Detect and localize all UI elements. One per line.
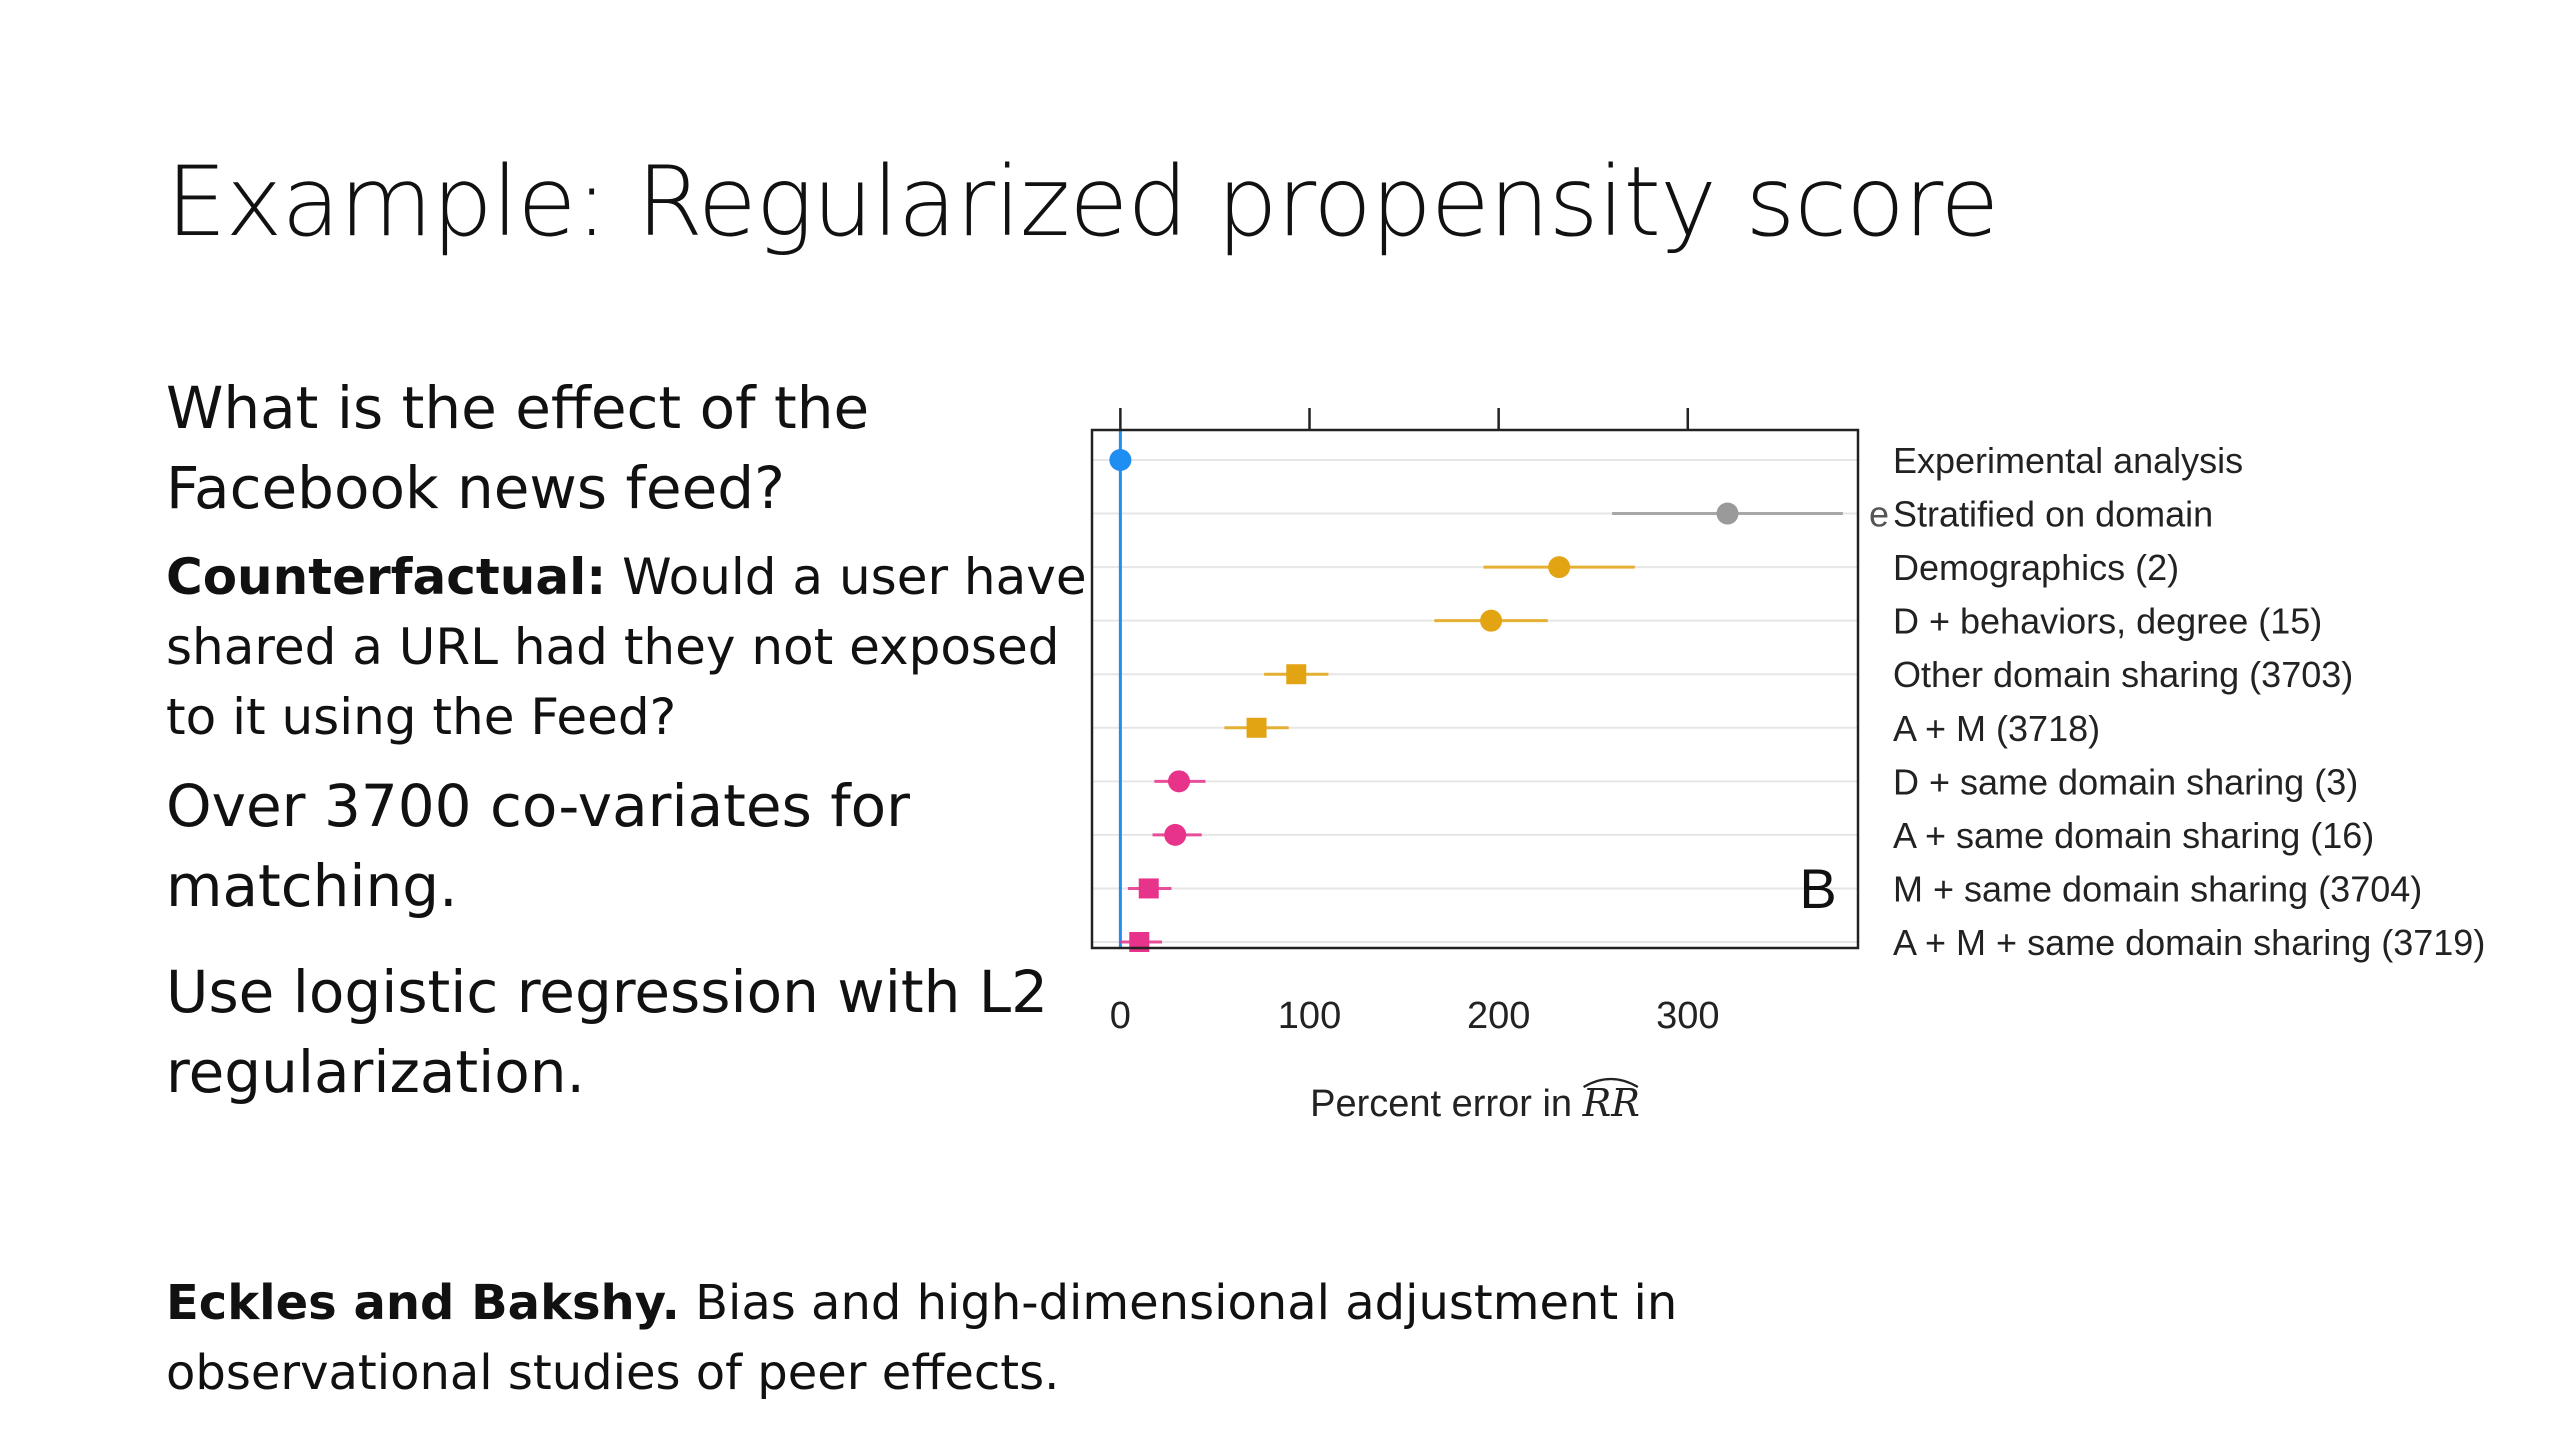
row-label: A + same domain sharing (16) xyxy=(1893,815,2374,856)
grid-lines xyxy=(1092,459,1858,943)
data-point xyxy=(1480,609,1503,632)
x-axis-label-math: RR xyxy=(1582,1081,1640,1125)
citation-authors: Eckles and Bakshy. xyxy=(166,1275,680,1331)
row-label: Demographics (2) xyxy=(1893,547,2179,588)
row-label: Experimental analysis xyxy=(1893,440,2243,481)
citation: Eckles and Bakshy. Bias and high-dimensi… xyxy=(166,1268,1766,1408)
x-axis-label: Percent error in RR xyxy=(1310,1081,1640,1125)
data-point xyxy=(1168,770,1191,793)
row-label: Stratified on domain xyxy=(1893,494,2213,535)
x-tick-label: 200 xyxy=(1467,995,1530,1037)
counterfactual-text: Would a user have shared a URL had they … xyxy=(166,548,1087,746)
data-point xyxy=(1548,556,1571,579)
bullet-list: What is the effect of the Facebook news … xyxy=(166,368,1096,1112)
stray-label-char: e xyxy=(1869,494,1889,535)
x-axis-ticks xyxy=(1119,408,1690,430)
x-tick-label: 0 xyxy=(1110,995,1131,1037)
row-label: M + same domain sharing (3704) xyxy=(1893,868,2422,909)
row-label: Other domain sharing (3703) xyxy=(1893,654,2353,695)
data-point xyxy=(1286,664,1307,685)
data-point xyxy=(1138,878,1159,899)
data-point xyxy=(1109,449,1132,471)
row-label: A + M (3718) xyxy=(1893,708,2100,749)
bullet-regression: Use logistic regression with L2 regulari… xyxy=(166,958,1048,1106)
panel-label: B xyxy=(1799,857,1836,920)
error-dot-plot: 0 100 200 300 Experimental analysis Stratifi… xyxy=(1090,408,2485,1125)
x-tick-label: 100 xyxy=(1278,995,1341,1037)
data-point xyxy=(1246,717,1267,738)
data-points xyxy=(1109,449,1739,952)
x-tick-label: 300 xyxy=(1656,995,1719,1037)
bullet-counterfactual: Counterfactual: Would a user have shared… xyxy=(166,542,1096,752)
x-axis-label-text: Percent error in xyxy=(1310,1083,1582,1125)
slide-title: Example: Regularized propensity score xyxy=(166,146,1999,258)
row-label: A + M + same domain sharing (3719) xyxy=(1893,922,2485,963)
x-axis-label-hat xyxy=(1583,1077,1639,1088)
row-labels: Experimental analysis Stratified on domai… xyxy=(1893,440,2485,963)
row-label: D + same domain sharing (3) xyxy=(1893,761,2358,802)
x-axis-tick-labels: 0 100 200 300 xyxy=(1110,995,1720,1037)
data-point xyxy=(1164,823,1187,846)
data-point xyxy=(1716,502,1739,525)
row-label: D + behaviors, degree (15) xyxy=(1893,601,2322,642)
bullet-question: What is the effect of the Facebook news … xyxy=(166,374,870,522)
citation-text: Bias and high-dimensional adjustment in … xyxy=(166,1275,1678,1401)
plot-frame xyxy=(1090,428,1860,950)
bullet-covariates: Over 3700 co-variates for matching. xyxy=(166,772,911,920)
counterfactual-label: Counterfactual: xyxy=(166,548,607,606)
